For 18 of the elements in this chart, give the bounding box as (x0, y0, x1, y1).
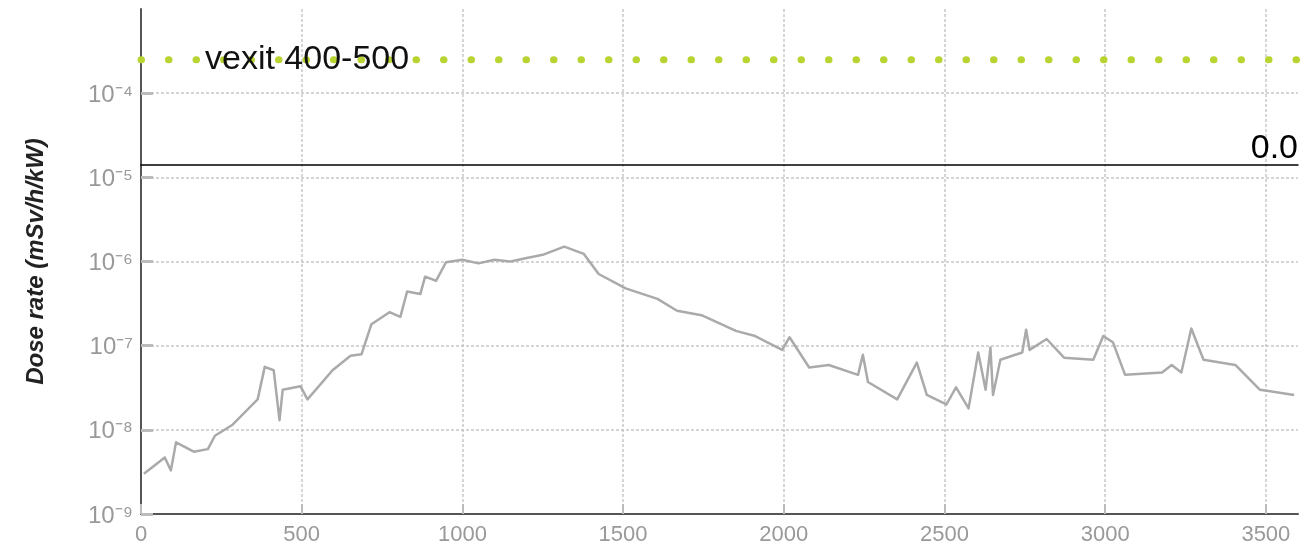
y-tick-label: 10⁻⁴ (87, 79, 133, 107)
x-tick-label: 2500 (920, 520, 969, 546)
ref-line-label: 0.0 (1250, 127, 1298, 166)
x-tick-label: 1500 (598, 520, 648, 546)
x-tick-label: 3000 (1080, 520, 1130, 546)
x-tick-label: 500 (283, 520, 321, 546)
x-tick-label: 1000 (437, 520, 487, 546)
annotation: vexit 400-500 (205, 38, 410, 76)
line-series (142, 245, 1296, 476)
x-tick-label: 0 (134, 520, 148, 546)
x-tick-label: 3500 (1241, 520, 1291, 546)
y-tick-label: 10⁻⁹ (88, 500, 133, 528)
y-tick-label: 10⁻⁵ (88, 163, 133, 191)
y-tick-label: 10⁻⁷ (89, 332, 133, 360)
x-tick-label: 2000 (759, 520, 809, 546)
y-axis-title: Dose rate (mSv/h/kW) (20, 138, 48, 385)
y-tick-label: 10⁻⁸ (88, 416, 133, 444)
y-tick-label: 10⁻⁶ (88, 248, 133, 275)
